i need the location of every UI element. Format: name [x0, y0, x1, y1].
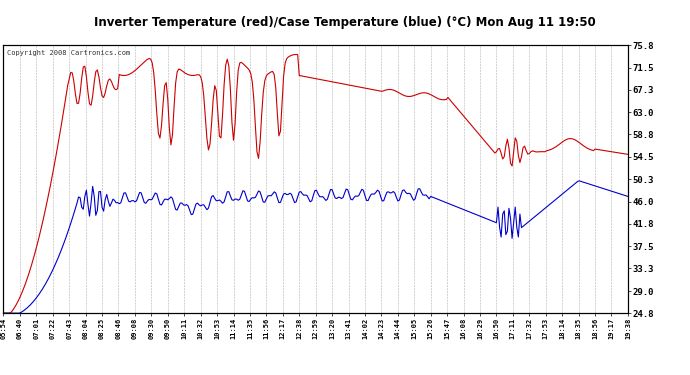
Text: Inverter Temperature (red)/Case Temperature (blue) (°C) Mon Aug 11 19:50: Inverter Temperature (red)/Case Temperat…: [94, 16, 596, 29]
Text: Copyright 2008 Cartronics.com: Copyright 2008 Cartronics.com: [7, 50, 130, 56]
